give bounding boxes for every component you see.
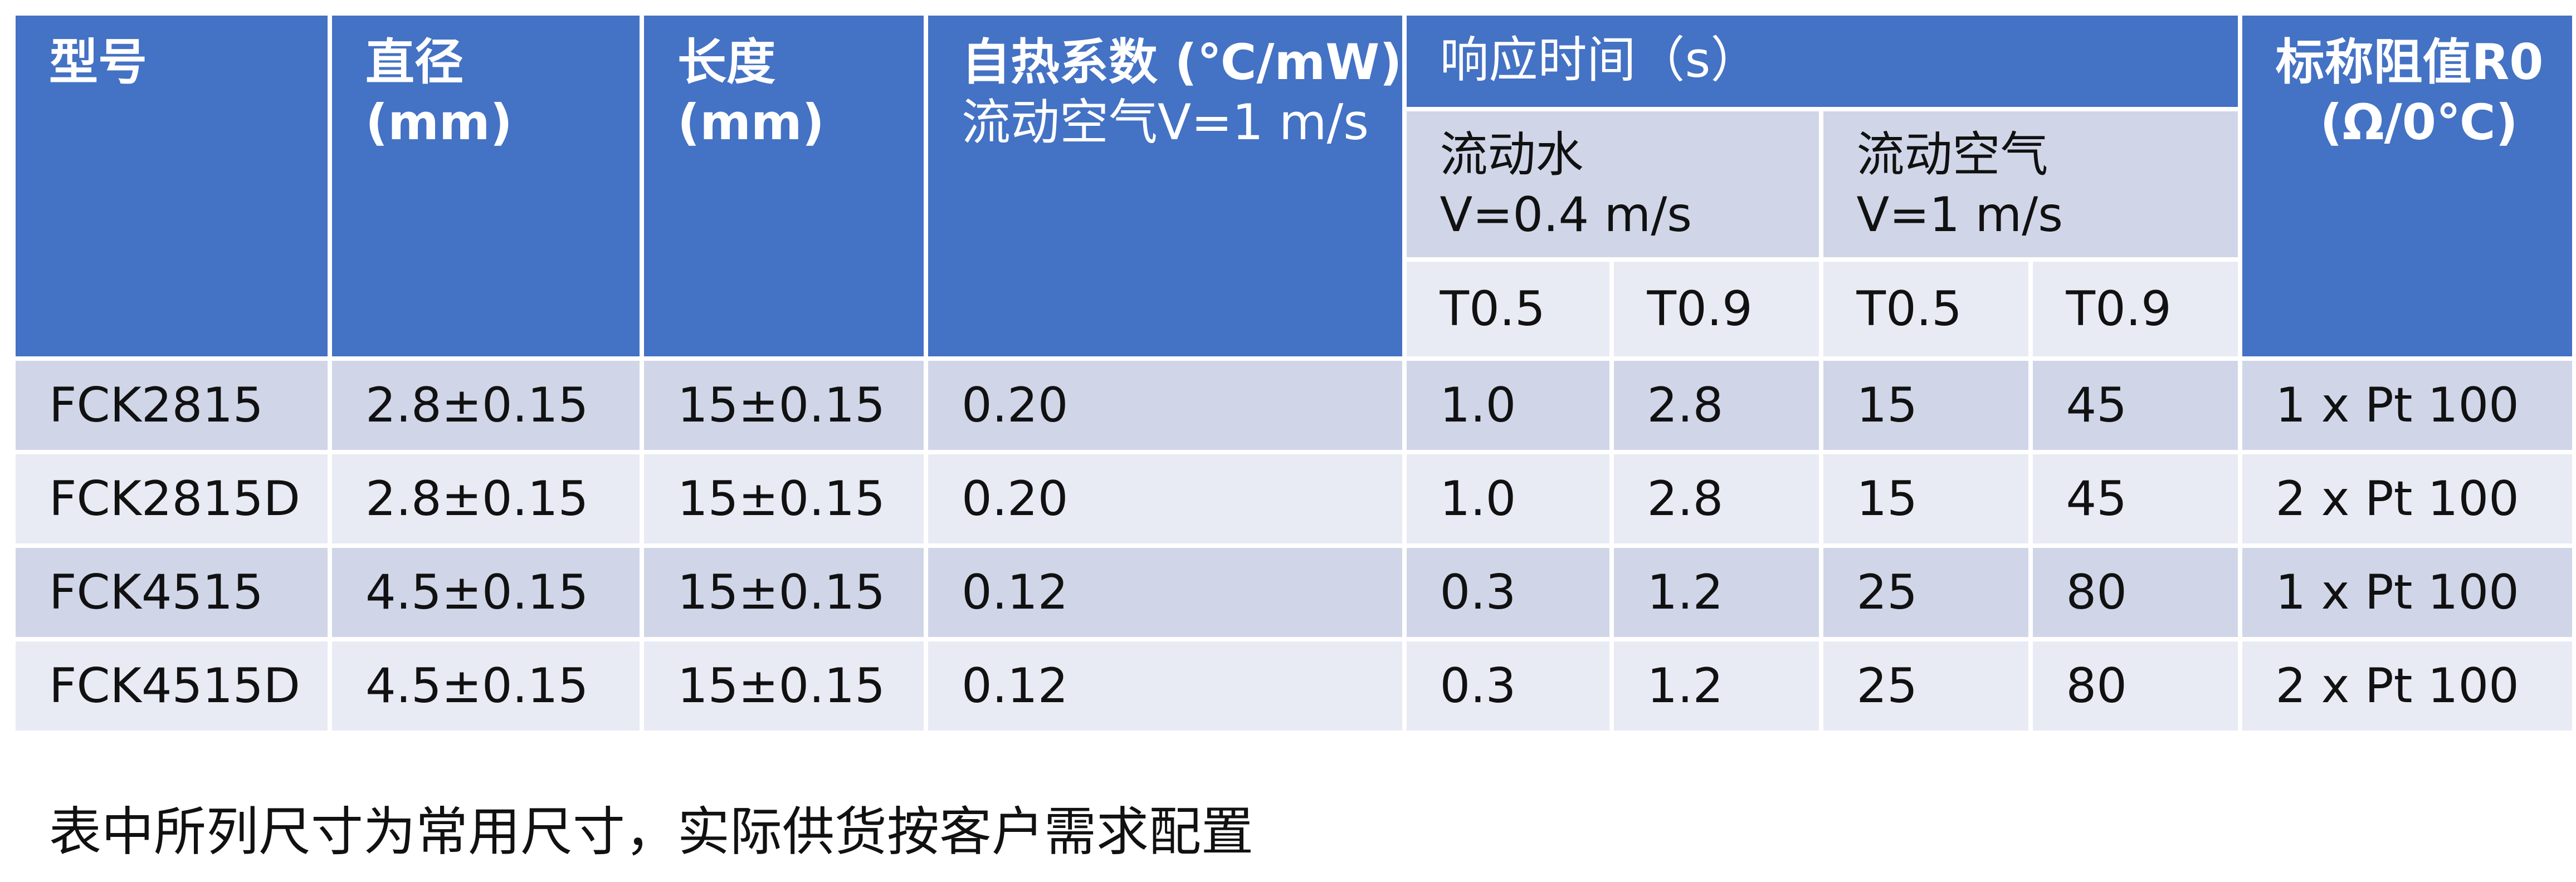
cell-air-t05: 25 <box>1823 641 2028 731</box>
cell-model: FCK2815D <box>16 454 328 543</box>
cell-coefficient: 0.12 <box>928 641 1402 731</box>
table-row: FCK4515 4.5±0.15 15±0.15 0.12 0.3 1.2 25… <box>16 548 2572 637</box>
cell-coefficient: 0.20 <box>928 361 1402 450</box>
header-length: 长度 (mm) <box>644 16 924 356</box>
table-row: FCK2815 2.8±0.15 15±0.15 0.20 1.0 2.8 15… <box>16 361 2572 450</box>
cell-diameter: 2.8±0.15 <box>332 454 640 543</box>
cell-water-t05: 0.3 <box>1406 641 1609 731</box>
header-diameter: 直径 (mm) <box>332 16 640 356</box>
cell-water-t09: 1.2 <box>1613 548 1819 637</box>
cell-air-t09: 45 <box>2032 454 2238 543</box>
cell-water-t09: 2.8 <box>1613 454 1819 543</box>
cell-water-t05: 1.0 <box>1406 454 1609 543</box>
cell-air-t05: 25 <box>1823 548 2028 637</box>
cell-coefficient: 0.12 <box>928 548 1402 637</box>
header-water-t05: T0.5 <box>1406 262 1609 356</box>
cell-coefficient: 0.20 <box>928 454 1402 543</box>
header-self-heating: 自热系数 (℃/mW) 流动空气V=1 m/s <box>928 16 1402 356</box>
cell-model: FCK4515D <box>16 641 328 731</box>
header-flowing-air: 流动空气 V=1 m/s <box>1823 111 2238 257</box>
header-flowing-water: 流动水 V=0.4 m/s <box>1406 111 1819 257</box>
cell-length: 15±0.15 <box>644 641 924 731</box>
cell-diameter: 2.8±0.15 <box>332 361 640 450</box>
table-row: FCK2815D 2.8±0.15 15±0.15 0.20 1.0 2.8 1… <box>16 454 2572 543</box>
table-row: FCK4515D 4.5±0.15 15±0.15 0.12 0.3 1.2 2… <box>16 641 2572 731</box>
cell-nominal-resistance: 2 x Pt 100 <box>2242 454 2572 543</box>
cell-model: FCK4515 <box>16 548 328 637</box>
cell-water-t09: 1.2 <box>1613 641 1819 731</box>
header-water-t09: T0.9 <box>1613 262 1819 356</box>
cell-nominal-resistance: 1 x Pt 100 <box>2242 361 2572 450</box>
header-model: 型号 <box>16 16 328 356</box>
spec-table: 型号 直径 (mm) 长度 (mm) 自热系数 (℃/mW) 流动空气V=1 m… <box>11 11 2576 735</box>
header-response-time: 响应时间（s） <box>1406 16 2238 107</box>
cell-air-t09: 45 <box>2032 361 2238 450</box>
header-air-t05: T0.5 <box>1823 262 2028 356</box>
cell-water-t05: 1.0 <box>1406 361 1609 450</box>
cell-model: FCK2815 <box>16 361 328 450</box>
header-air-t09: T0.9 <box>2032 262 2238 356</box>
cell-air-t09: 80 <box>2032 548 2238 637</box>
cell-diameter: 4.5±0.15 <box>332 548 640 637</box>
cell-air-t09: 80 <box>2032 641 2238 731</box>
cell-diameter: 4.5±0.15 <box>332 641 640 731</box>
cell-length: 15±0.15 <box>644 548 924 637</box>
cell-nominal-resistance: 2 x Pt 100 <box>2242 641 2572 731</box>
cell-water-t09: 2.8 <box>1613 361 1819 450</box>
cell-air-t05: 15 <box>1823 454 2028 543</box>
cell-water-t05: 0.3 <box>1406 548 1609 637</box>
header-nominal-resistance: 标称阻值R0 (Ω/0℃) <box>2242 16 2572 356</box>
cell-length: 15±0.15 <box>644 454 924 543</box>
footnote: 表中所列尺寸为常用尺寸，实际供货按客户需求配置 <box>49 802 1254 863</box>
cell-length: 15±0.15 <box>644 361 924 450</box>
cell-nominal-resistance: 1 x Pt 100 <box>2242 548 2572 637</box>
cell-air-t05: 15 <box>1823 361 2028 450</box>
